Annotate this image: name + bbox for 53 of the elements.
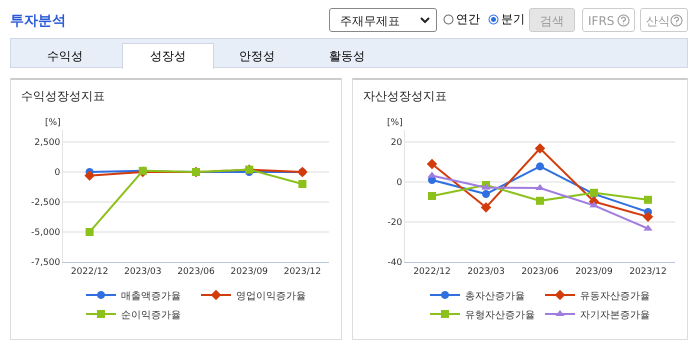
point (480, 202, 492, 213)
point (536, 162, 544, 170)
x-tick-label: 2023/12 (629, 266, 667, 277)
y-axis-title: [%] (45, 118, 61, 128)
text: 연간 (456, 11, 480, 28)
text: 투자분석 (10, 12, 66, 30)
point (534, 143, 546, 154)
x-tick-label: 2023/12 (284, 266, 322, 277)
legend-label: 순이익증가율 (121, 310, 181, 321)
text: 활동성 (328, 48, 366, 65)
y-tick-label: -20 (387, 218, 402, 228)
x-tick-label: 2023/03 (124, 266, 162, 277)
legend-label: 유형자산증가율 (465, 310, 535, 321)
text: IFRS (582, 8, 635, 32)
text: 주재무제표 (329, 8, 437, 32)
text: 검색 (529, 8, 575, 32)
y-tick-label: 20 (390, 138, 402, 148)
y-axis-title: [%] (387, 118, 403, 128)
y-tick-label: 0 (396, 178, 402, 188)
y-tick-label: -7,500 (31, 258, 60, 268)
x-tick-label: 2023/03 (467, 266, 505, 277)
y-tick-label: 0 (54, 168, 60, 178)
y-tick-label: -2,500 (31, 198, 60, 208)
point (642, 212, 654, 222)
point (298, 180, 306, 188)
y-tick-label: -5,000 (31, 228, 60, 238)
legend-label: 유동자산증가율 (580, 290, 650, 302)
x-tick-label: 2022/12 (70, 266, 108, 277)
point (426, 158, 438, 170)
text: 성장성 (122, 43, 214, 69)
text: 분기 (501, 11, 525, 28)
chart-title: 수익성장성지표 (20, 89, 105, 104)
text: 수익성 (46, 48, 84, 65)
point (84, 170, 95, 181)
legend-label: 총자산증가율 (465, 290, 525, 302)
legend-label: 영업이익증가율 (236, 290, 306, 302)
point (644, 196, 652, 204)
point (86, 228, 94, 236)
x-tick-label: 2023/09 (575, 266, 613, 277)
x-tick-label: 2023/06 (177, 266, 215, 277)
text: 산식 (640, 8, 688, 32)
y-tick-label: -40 (387, 258, 402, 268)
point (536, 196, 544, 205)
point (482, 190, 490, 198)
x-tick-label: 2022/12 (413, 266, 451, 277)
text: 안정성 (238, 48, 276, 65)
x-tick-label: 2023/06 (521, 266, 559, 277)
chart-title: 자산성장성지표 (362, 89, 447, 104)
legend-label: 자기자본증가율 (580, 310, 650, 321)
point (428, 192, 436, 200)
legend-label: 매출액증가율 (121, 290, 181, 302)
y-tick-label: 2,500 (34, 138, 60, 148)
x-tick-label: 2023/09 (230, 266, 268, 277)
